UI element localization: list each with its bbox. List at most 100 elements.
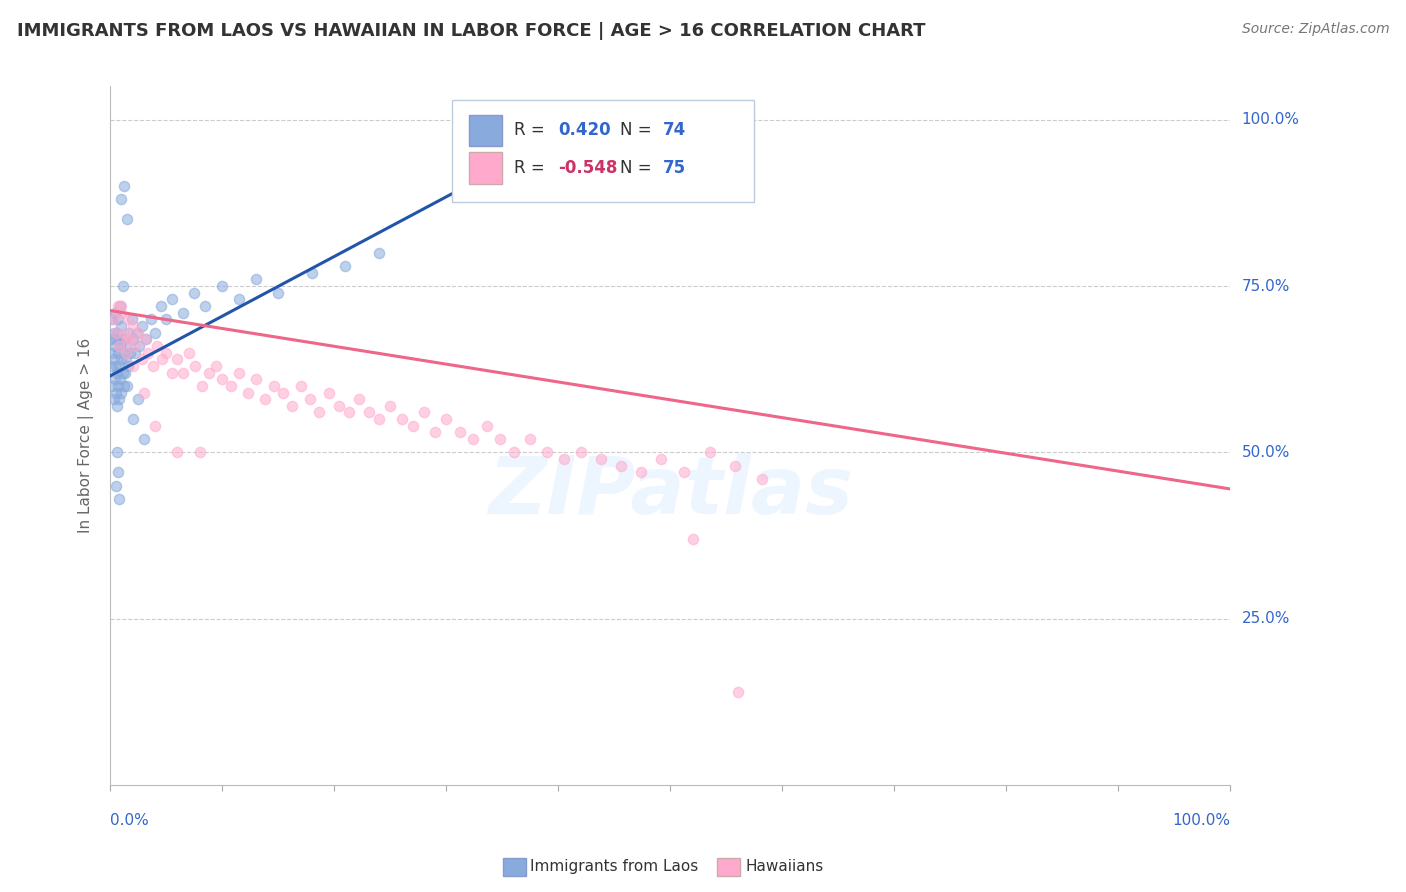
Point bbox=[112, 345, 135, 359]
Point bbox=[111, 279, 134, 293]
Point bbox=[108, 392, 131, 406]
Point bbox=[117, 359, 139, 373]
Point bbox=[172, 305, 194, 319]
Point bbox=[104, 305, 127, 319]
Point bbox=[110, 385, 132, 400]
Point bbox=[245, 272, 267, 286]
Point bbox=[475, 418, 498, 433]
Point bbox=[160, 293, 183, 307]
Point bbox=[155, 345, 177, 359]
Point bbox=[107, 345, 129, 359]
Point bbox=[682, 532, 704, 546]
Point bbox=[536, 445, 558, 459]
Point bbox=[115, 212, 138, 227]
Text: 75.0%: 75.0% bbox=[1241, 278, 1289, 293]
Point bbox=[146, 339, 169, 353]
Point bbox=[105, 445, 128, 459]
Point bbox=[110, 339, 132, 353]
Point bbox=[124, 345, 146, 359]
Point bbox=[128, 339, 150, 353]
Point bbox=[245, 372, 267, 386]
Point bbox=[751, 472, 773, 486]
Point bbox=[267, 285, 290, 300]
Point bbox=[110, 372, 132, 386]
Point bbox=[104, 339, 127, 353]
FancyBboxPatch shape bbox=[451, 100, 755, 202]
Point bbox=[463, 432, 485, 446]
Point bbox=[104, 478, 127, 492]
Point bbox=[402, 418, 425, 433]
Point bbox=[183, 285, 205, 300]
Point bbox=[166, 352, 188, 367]
Point bbox=[357, 405, 380, 419]
Point bbox=[104, 372, 127, 386]
Point bbox=[727, 685, 749, 699]
Point bbox=[115, 379, 138, 393]
Point bbox=[263, 379, 285, 393]
Point bbox=[110, 193, 132, 207]
Point bbox=[198, 366, 221, 380]
Point bbox=[121, 318, 143, 333]
Point bbox=[103, 326, 125, 340]
Point bbox=[110, 352, 132, 367]
Point bbox=[107, 466, 129, 480]
Point bbox=[101, 312, 124, 326]
Point bbox=[108, 491, 131, 506]
Point bbox=[127, 326, 149, 340]
Point bbox=[610, 458, 633, 473]
Text: 74: 74 bbox=[662, 121, 686, 139]
Point bbox=[391, 412, 413, 426]
Point bbox=[298, 392, 321, 406]
Point bbox=[160, 366, 183, 380]
Point bbox=[172, 366, 194, 380]
Point bbox=[271, 385, 294, 400]
Text: 25.0%: 25.0% bbox=[1241, 611, 1289, 626]
Point bbox=[569, 445, 592, 459]
Point bbox=[337, 405, 360, 419]
Point bbox=[553, 452, 575, 467]
Text: 0.420: 0.420 bbox=[558, 121, 612, 139]
Point bbox=[115, 339, 138, 353]
Point bbox=[121, 332, 143, 346]
Point bbox=[100, 359, 122, 373]
Point bbox=[111, 332, 134, 346]
Point bbox=[134, 332, 156, 346]
Point bbox=[188, 445, 211, 459]
Point bbox=[104, 332, 127, 346]
Point bbox=[100, 332, 122, 346]
Point bbox=[489, 432, 512, 446]
Point bbox=[519, 432, 541, 446]
Point bbox=[101, 379, 124, 393]
Point bbox=[131, 352, 153, 367]
Text: N =: N = bbox=[620, 159, 657, 178]
Text: -0.548: -0.548 bbox=[558, 159, 617, 178]
Point bbox=[280, 399, 302, 413]
Point bbox=[335, 259, 357, 273]
Point bbox=[120, 345, 142, 359]
Point bbox=[135, 332, 157, 346]
Point bbox=[108, 339, 131, 353]
Text: R =: R = bbox=[513, 121, 550, 139]
Point bbox=[107, 379, 129, 393]
Point bbox=[155, 312, 177, 326]
Point bbox=[110, 299, 132, 313]
Text: Immigrants from Laos: Immigrants from Laos bbox=[530, 859, 699, 873]
Point bbox=[103, 352, 125, 367]
Text: R =: R = bbox=[513, 159, 550, 178]
FancyBboxPatch shape bbox=[468, 153, 502, 184]
Point bbox=[112, 179, 135, 194]
Point bbox=[121, 312, 143, 326]
Text: Source: ZipAtlas.com: Source: ZipAtlas.com bbox=[1241, 22, 1389, 37]
Point bbox=[115, 352, 138, 367]
Point bbox=[127, 326, 149, 340]
Point bbox=[136, 345, 159, 359]
Point bbox=[105, 326, 128, 340]
Point bbox=[103, 392, 125, 406]
Point bbox=[413, 405, 436, 419]
Text: 100.0%: 100.0% bbox=[1241, 112, 1299, 128]
Point bbox=[219, 379, 242, 393]
Point bbox=[423, 425, 446, 440]
Point bbox=[105, 399, 128, 413]
Point bbox=[112, 379, 135, 393]
Point bbox=[104, 359, 127, 373]
